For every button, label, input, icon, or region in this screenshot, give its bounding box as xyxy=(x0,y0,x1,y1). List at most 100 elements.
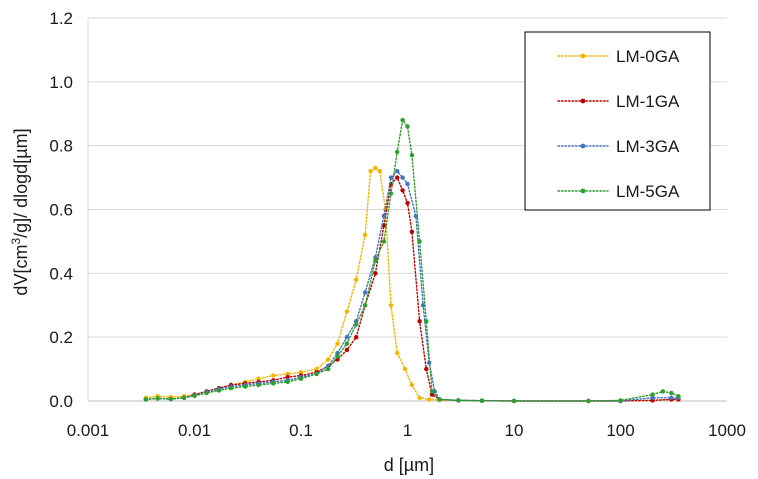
data-point xyxy=(409,382,415,388)
data-point xyxy=(228,386,234,391)
y-tick-label: 0.2 xyxy=(49,328,73,347)
data-point xyxy=(373,271,378,276)
data-point xyxy=(424,319,429,324)
x-tick-label: 1000 xyxy=(708,421,746,440)
data-point xyxy=(388,191,394,196)
data-point xyxy=(168,396,174,402)
data-point xyxy=(314,366,319,372)
data-point xyxy=(354,335,359,340)
data-point xyxy=(395,169,400,174)
data-point xyxy=(511,398,517,404)
data-point xyxy=(420,303,426,308)
data-point xyxy=(395,350,400,356)
data-point xyxy=(285,371,290,377)
data-point xyxy=(650,392,655,397)
legend-entry: LM-5GA xyxy=(557,182,680,201)
gridlines xyxy=(88,17,727,338)
data-point xyxy=(354,277,359,282)
data-point xyxy=(285,379,290,385)
data-point xyxy=(402,366,408,372)
legend-box xyxy=(524,31,711,211)
x-tick-label: 0.1 xyxy=(289,421,313,440)
legend-marker xyxy=(580,53,586,59)
legend-label: LM-1GA xyxy=(616,92,680,111)
data-point xyxy=(362,290,368,295)
data-point xyxy=(354,322,359,327)
data-point xyxy=(256,376,261,381)
data-point xyxy=(400,175,405,180)
data-point xyxy=(326,363,331,369)
y-tick-label: 1.0 xyxy=(49,73,73,92)
data-point xyxy=(298,376,304,381)
legend: LM-0GA LM-1GA LM-3GA LM-5GA xyxy=(524,31,711,211)
data-point xyxy=(373,258,378,263)
data-point xyxy=(381,239,387,244)
x-tick-labels: 0.001 0.01 0.1 1 10 100 1000 xyxy=(67,421,746,440)
y-tick-label: 0.4 xyxy=(49,264,73,283)
data-point xyxy=(326,366,331,372)
data-point xyxy=(373,165,378,171)
y-tick-label: 0.0 xyxy=(49,392,73,411)
data-point xyxy=(669,395,674,400)
data-point xyxy=(362,232,368,238)
x-tick-label: 0.001 xyxy=(67,421,110,440)
data-point xyxy=(368,169,373,174)
data-point xyxy=(427,397,432,402)
data-point xyxy=(586,398,591,404)
legend-entry: LM-1GA xyxy=(557,92,680,111)
data-point xyxy=(344,335,350,340)
data-point xyxy=(400,188,405,193)
data-point xyxy=(395,175,400,180)
data-point xyxy=(409,153,415,158)
y-tick-label: 1.2 xyxy=(49,9,73,28)
data-point xyxy=(326,357,331,362)
y-tick-label: 0.8 xyxy=(49,137,73,156)
data-point xyxy=(405,200,410,206)
data-point xyxy=(669,390,674,396)
data-point xyxy=(362,303,368,308)
data-point xyxy=(216,388,222,393)
data-point xyxy=(676,394,681,399)
data-point xyxy=(314,371,319,377)
data-point xyxy=(417,395,422,400)
data-point xyxy=(417,319,422,324)
y-axis-label-sup: 3 xyxy=(9,238,23,245)
data-point xyxy=(437,397,442,402)
legend-entry: LM-3GA xyxy=(557,137,680,156)
data-point xyxy=(344,347,350,353)
legend-label: LM-3GA xyxy=(616,137,680,156)
data-point xyxy=(429,389,435,394)
data-point xyxy=(192,393,197,399)
data-point xyxy=(409,229,415,234)
data-point xyxy=(660,389,666,394)
y-axis-label: dV[cm3/g]/ dlogd[µm] xyxy=(9,128,31,295)
data-point xyxy=(285,374,290,380)
data-point xyxy=(400,117,405,123)
y-tick-labels: 0.0 0.2 0.4 0.6 0.8 1.0 1.2 xyxy=(49,9,73,411)
legend-marker xyxy=(580,188,586,194)
legend-marker xyxy=(580,98,586,104)
data-point xyxy=(344,341,350,346)
data-point xyxy=(204,390,209,396)
y-tick-label: 0.6 xyxy=(49,201,73,220)
data-point xyxy=(381,213,387,219)
data-point xyxy=(271,381,276,386)
x-tick-label: 0.01 xyxy=(178,421,211,440)
data-point xyxy=(256,382,261,388)
data-point xyxy=(335,341,340,346)
data-point xyxy=(395,149,400,155)
series-lm-5ga xyxy=(143,117,681,404)
data-point xyxy=(155,396,160,401)
data-point xyxy=(650,395,655,400)
data-point xyxy=(456,398,461,403)
data-series xyxy=(143,117,681,404)
data-point xyxy=(182,395,187,400)
x-tick-label: 1 xyxy=(403,421,412,440)
legend-marker xyxy=(580,143,586,149)
data-point xyxy=(405,124,410,129)
x-tick-label: 10 xyxy=(505,421,524,440)
data-point xyxy=(618,398,623,403)
data-point xyxy=(377,169,382,174)
data-point xyxy=(388,175,394,180)
